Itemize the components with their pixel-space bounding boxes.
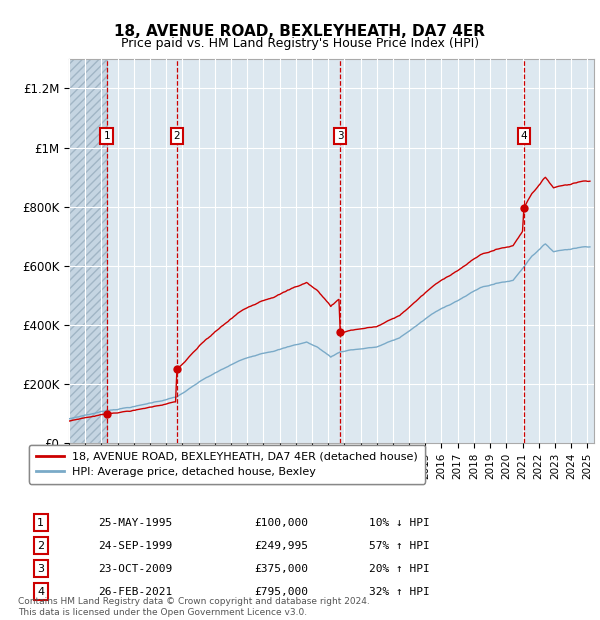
Text: 3: 3 [337, 131, 344, 141]
Text: 25-MAY-1995: 25-MAY-1995 [98, 518, 173, 528]
Text: 4: 4 [37, 587, 44, 597]
Text: Contains HM Land Registry data © Crown copyright and database right 2024.
This d: Contains HM Land Registry data © Crown c… [18, 598, 370, 617]
Text: £375,000: £375,000 [254, 564, 308, 574]
Text: 26-FEB-2021: 26-FEB-2021 [98, 587, 173, 597]
Text: 20% ↑ HPI: 20% ↑ HPI [369, 564, 430, 574]
Text: 24-SEP-1999: 24-SEP-1999 [98, 541, 173, 551]
Line: HPI: Average price, detached house, Bexley: HPI: Average price, detached house, Bexl… [69, 244, 590, 419]
Text: £100,000: £100,000 [254, 518, 308, 528]
Text: 10% ↓ HPI: 10% ↓ HPI [369, 518, 430, 528]
Text: 18, AVENUE ROAD, BEXLEYHEATH, DA7 4ER: 18, AVENUE ROAD, BEXLEYHEATH, DA7 4ER [115, 24, 485, 38]
Text: 4: 4 [521, 131, 527, 141]
Text: 1: 1 [103, 131, 110, 141]
Text: 1: 1 [37, 518, 44, 528]
Text: 23-OCT-2009: 23-OCT-2009 [98, 564, 173, 574]
Text: 32% ↑ HPI: 32% ↑ HPI [369, 587, 430, 597]
Bar [69, 59, 107, 443]
Text: £249,995: £249,995 [254, 541, 308, 551]
Legend: 18, AVENUE ROAD, BEXLEYHEATH, DA7 4ER (detached house), HPI: Average price, deta: 18, AVENUE ROAD, BEXLEYHEATH, DA7 4ER (d… [29, 445, 425, 484]
Text: 2: 2 [37, 541, 44, 551]
Text: £795,000: £795,000 [254, 587, 308, 597]
Line: 18, AVENUE ROAD, BEXLEYHEATH, DA7 4ER (detached house): 18, AVENUE ROAD, BEXLEYHEATH, DA7 4ER (d… [69, 177, 590, 421]
Text: 57% ↑ HPI: 57% ↑ HPI [369, 541, 430, 551]
Text: Price paid vs. HM Land Registry's House Price Index (HPI): Price paid vs. HM Land Registry's House … [121, 37, 479, 50]
Text: 3: 3 [37, 564, 44, 574]
Text: 2: 2 [173, 131, 180, 141]
